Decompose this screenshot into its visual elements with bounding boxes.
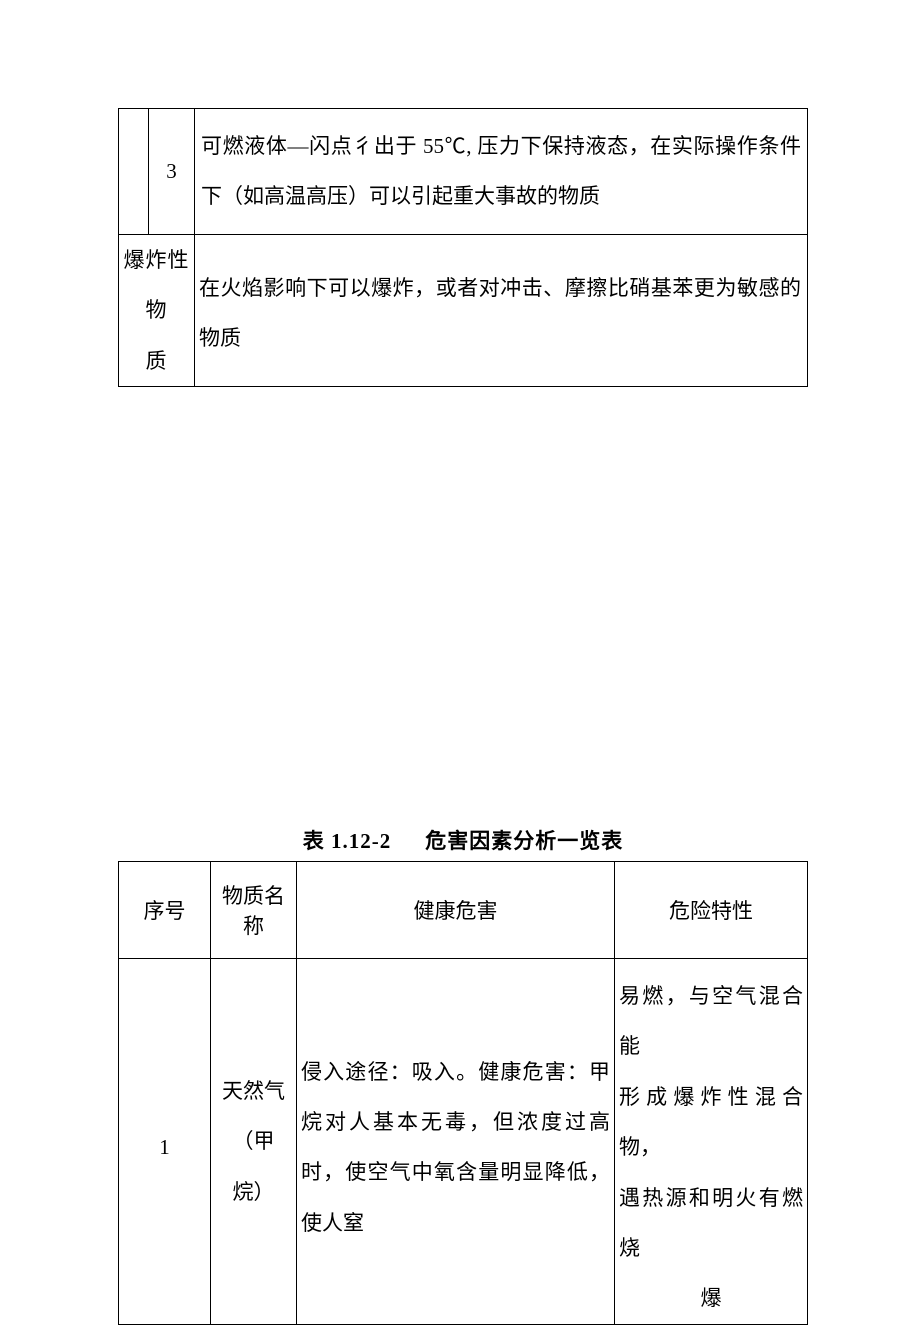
category-label-cell: 爆炸性物 质: [119, 234, 195, 386]
seq-cell: 1: [119, 958, 211, 1324]
danger-line-1: 易燃，与空气混合能: [619, 984, 803, 1058]
table-row: 1 天然气 （甲 烷） 侵入途径：吸入。健康危害：甲烷对人基本无毒，但浓度过高时…: [119, 958, 808, 1324]
description-cell: 可燃液体—闪点彳出于 55℃, 压力下保持液态，在实际操作条件下（如高温高压）可…: [195, 109, 808, 235]
danger-line-4: 爆: [619, 1273, 803, 1323]
danger-line-2: 形成爆炸性混合物，: [619, 1085, 803, 1159]
table-row: 爆炸性物 质 在火焰影响下可以爆炸，或者对冲击、摩擦比硝基苯更为敏感的物质: [119, 234, 808, 386]
description-cell: 在火焰影响下可以爆炸，或者对冲击、摩擦比硝基苯更为敏感的物质: [195, 234, 808, 386]
header-health: 健康危害: [297, 861, 615, 958]
empty-cell: [119, 109, 149, 235]
label-line-2: 质: [146, 349, 168, 373]
table-hazard-categories: 3 可燃液体—闪点彳出于 55℃, 压力下保持液态，在实际操作条件下（如高温高压…: [118, 108, 808, 387]
table-caption: 表 1.12-2 危害因素分析一览表: [118, 825, 808, 855]
spacer: [118, 387, 808, 825]
substance-cell: 天然气 （甲 烷）: [211, 958, 297, 1324]
header-seq: 序号: [119, 861, 211, 958]
substance-line-2: （甲: [233, 1129, 275, 1153]
danger-cell: 易燃，与空气混合能 形成爆炸性混合物， 遇热源和明火有燃烧 爆: [615, 958, 808, 1324]
caption-number: 表 1.12-2: [303, 829, 392, 853]
header-danger: 危险特性: [615, 861, 808, 958]
table-hazard-analysis: 序号 物质名称 健康危害 危险特性 1 天然气 （甲 烷） 侵入途径：吸入。健康…: [118, 861, 808, 1325]
health-cell: 侵入途径：吸入。健康危害：甲烷对人基本无毒，但浓度过高时，使空气中氧含量明显降低…: [297, 958, 615, 1324]
danger-line-3: 遇热源和明火有燃烧: [619, 1186, 803, 1260]
header-substance: 物质名称: [211, 861, 297, 958]
row-number-cell: 3: [149, 109, 195, 235]
substance-line-3: 烷）: [233, 1180, 275, 1204]
label-line-1: 爆炸性物: [124, 248, 190, 322]
substance-line-1: 天然气: [222, 1079, 285, 1103]
table-header-row: 序号 物质名称 健康危害 危险特性: [119, 861, 808, 958]
table-row: 3 可燃液体—闪点彳出于 55℃, 压力下保持液态，在实际操作条件下（如高温高压…: [119, 109, 808, 235]
caption-title: 危害因素分析一览表: [425, 829, 623, 853]
